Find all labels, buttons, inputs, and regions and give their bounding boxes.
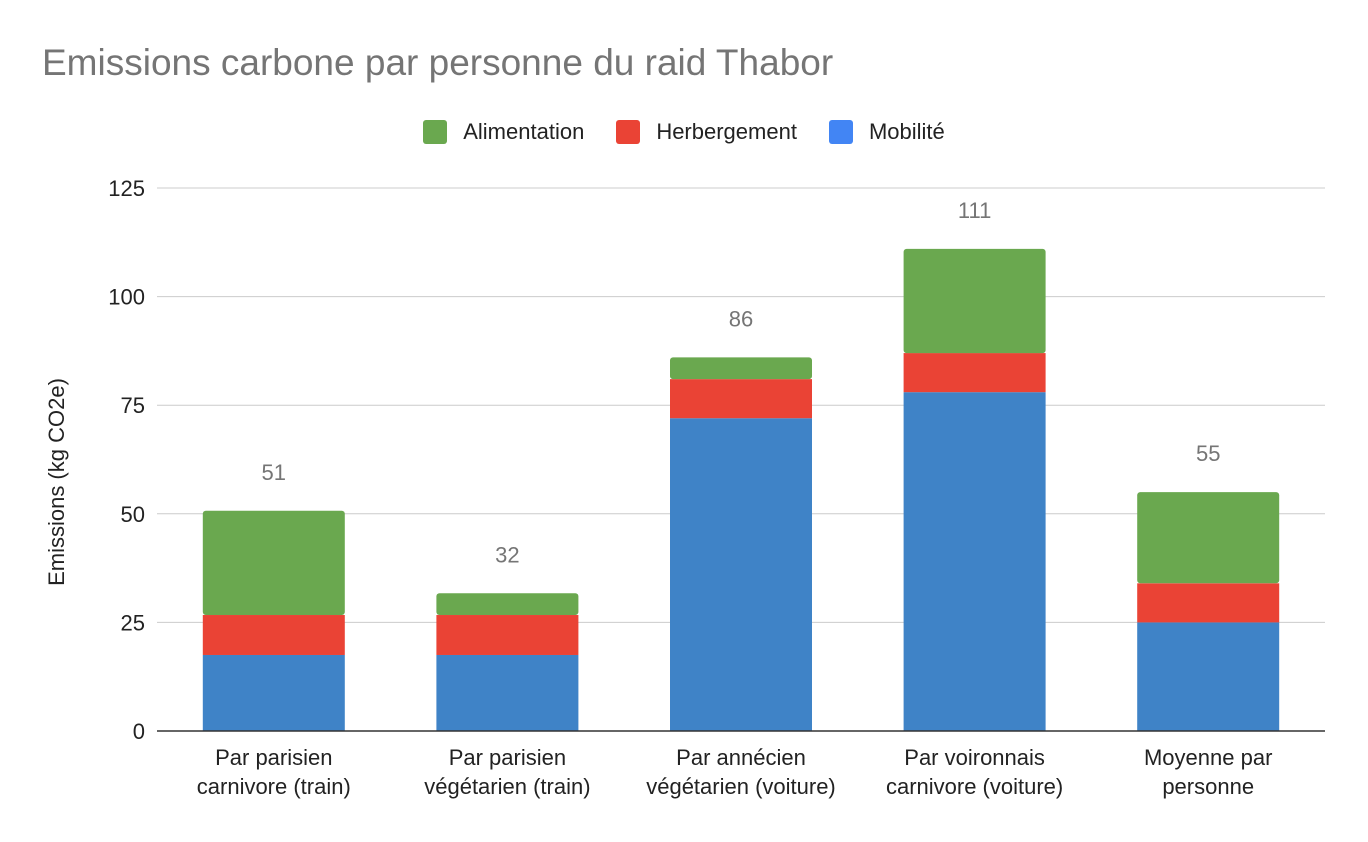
legend-swatch-mobilite — [828, 120, 853, 144]
bar-total-label: 86 — [729, 306, 753, 331]
bar-segment — [436, 615, 579, 655]
bar-total-label: 55 — [1196, 441, 1220, 466]
legend-label-mobilite: Mobilité — [868, 119, 945, 144]
bar-segment — [670, 379, 812, 419]
x-tick-label: carnivore (train) — [197, 774, 351, 799]
bar-segment — [436, 654, 579, 731]
x-tick-label: Par parisien — [449, 745, 566, 770]
legend-label-herbergement: Herbergement — [656, 119, 797, 144]
bar-total-label: 111 — [958, 198, 991, 223]
bar-segment — [670, 357, 812, 380]
x-tick-label: personne — [1162, 774, 1254, 799]
legend-item-herbergement: Herbergement — [616, 119, 797, 145]
legend-swatch-herbergement — [616, 120, 641, 144]
legend-item-alimentation: Alimentation — [423, 119, 584, 145]
x-tick-label: Par voironnais — [904, 745, 1045, 770]
x-tick-label: végétarien (voiture) — [646, 774, 836, 799]
legend-label-alimentation: Alimentation — [463, 119, 585, 144]
bar-segment — [903, 248, 1046, 354]
bar-segment — [202, 615, 345, 655]
x-tick-label: Par annécien — [676, 745, 806, 770]
y-tick-label: 0 — [133, 719, 145, 744]
y-tick-label: 50 — [121, 502, 145, 527]
bar-total-label: 51 — [262, 460, 286, 485]
chart-legend: Alimentation Herbergement Mobilité — [0, 116, 1368, 148]
bar-segment — [1137, 622, 1280, 731]
legend-item-mobilite: Mobilité — [828, 119, 945, 145]
bar-segment — [670, 418, 812, 731]
bar-segment — [436, 593, 579, 616]
y-tick-label: 25 — [121, 610, 145, 635]
bar-total-label: 32 — [495, 542, 519, 567]
bar-segment — [1137, 583, 1280, 623]
bar-segment — [903, 392, 1046, 731]
legend-swatch-alimentation — [423, 120, 448, 144]
y-tick-label: 125 — [108, 176, 145, 201]
chart-title: Emissions carbone par personne du raid T… — [42, 42, 834, 83]
bar-segment — [202, 510, 345, 616]
x-tick-label: carnivore (voiture) — [886, 774, 1063, 799]
x-tick-label: végétarien (train) — [424, 774, 590, 799]
y-tick-label: 100 — [108, 285, 145, 310]
x-tick-label: Par parisien — [215, 745, 332, 770]
y-tick-label: 75 — [121, 393, 145, 418]
bar-segment — [202, 654, 345, 731]
bar-segment — [1137, 492, 1280, 584]
x-tick-label: Moyenne par — [1144, 745, 1272, 770]
bar-segment — [903, 353, 1046, 393]
